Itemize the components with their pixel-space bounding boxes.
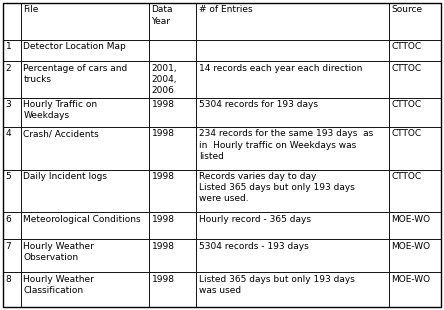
Text: 234 records for the same 193 days  as
in  Hourly traffic on Weekdays was
listed: 234 records for the same 193 days as in … bbox=[199, 129, 373, 161]
Text: 3: 3 bbox=[5, 100, 11, 109]
Bar bbox=[3, 170, 21, 212]
Bar bbox=[196, 170, 388, 212]
Bar bbox=[196, 212, 388, 239]
Bar bbox=[196, 127, 388, 170]
Bar bbox=[388, 98, 441, 127]
Bar bbox=[3, 127, 21, 170]
Text: Records varies day to day
Listed 365 days but only 193 days
were used.: Records varies day to day Listed 365 day… bbox=[199, 172, 355, 203]
Text: 2001,
2004,
2006: 2001, 2004, 2006 bbox=[151, 64, 177, 95]
Text: Hourly Weather
Observation: Hourly Weather Observation bbox=[23, 242, 94, 262]
Text: 8: 8 bbox=[5, 275, 11, 284]
Text: Hourly Weather
Classification: Hourly Weather Classification bbox=[23, 275, 94, 295]
Bar bbox=[149, 3, 196, 40]
Text: 5: 5 bbox=[5, 172, 11, 181]
Bar bbox=[149, 98, 196, 127]
Text: Detector Location Map: Detector Location Map bbox=[23, 42, 126, 51]
Bar bbox=[21, 3, 149, 40]
Text: File: File bbox=[23, 6, 39, 15]
Text: Daily Incident logs: Daily Incident logs bbox=[23, 172, 107, 181]
Bar bbox=[3, 272, 21, 307]
Bar bbox=[196, 40, 388, 61]
Bar bbox=[21, 212, 149, 239]
Text: Hourly Traffic on
Weekdays: Hourly Traffic on Weekdays bbox=[23, 100, 97, 121]
Text: 7: 7 bbox=[5, 242, 11, 251]
Text: Listed 365 days but only 193 days
was used: Listed 365 days but only 193 days was us… bbox=[199, 275, 355, 295]
Text: Source: Source bbox=[391, 6, 422, 15]
Text: Data
Year: Data Year bbox=[151, 6, 173, 26]
Text: # of Entries: # of Entries bbox=[199, 6, 253, 15]
Bar bbox=[149, 170, 196, 212]
Bar bbox=[3, 61, 21, 98]
Bar bbox=[196, 239, 388, 272]
Text: Percentage of cars and
trucks: Percentage of cars and trucks bbox=[23, 64, 127, 84]
Bar bbox=[196, 272, 388, 307]
Bar bbox=[21, 239, 149, 272]
Bar bbox=[3, 3, 21, 40]
Bar bbox=[388, 212, 441, 239]
Bar bbox=[149, 40, 196, 61]
Bar bbox=[196, 61, 388, 98]
Text: CTTOC: CTTOC bbox=[391, 129, 421, 139]
Bar bbox=[388, 239, 441, 272]
Bar bbox=[3, 98, 21, 127]
Text: 1998: 1998 bbox=[151, 172, 174, 181]
Text: 5304 records - 193 days: 5304 records - 193 days bbox=[199, 242, 309, 251]
Bar bbox=[21, 170, 149, 212]
Bar bbox=[388, 127, 441, 170]
Bar bbox=[388, 3, 441, 40]
Bar bbox=[388, 40, 441, 61]
Text: Meteorological Conditions: Meteorological Conditions bbox=[23, 215, 141, 224]
Bar bbox=[21, 61, 149, 98]
Bar bbox=[388, 61, 441, 98]
Bar bbox=[388, 170, 441, 212]
Text: 1998: 1998 bbox=[151, 242, 174, 251]
Bar bbox=[149, 272, 196, 307]
Text: 14 records each year each direction: 14 records each year each direction bbox=[199, 64, 362, 73]
Text: CTTOC: CTTOC bbox=[391, 172, 421, 181]
Text: 1: 1 bbox=[5, 42, 11, 51]
Text: 2: 2 bbox=[5, 64, 11, 73]
Text: Crash/ Accidents: Crash/ Accidents bbox=[23, 129, 99, 139]
Text: 1998: 1998 bbox=[151, 100, 174, 109]
Bar bbox=[3, 40, 21, 61]
Bar bbox=[3, 239, 21, 272]
Text: 4: 4 bbox=[5, 129, 11, 139]
Text: 6: 6 bbox=[5, 215, 11, 224]
Bar bbox=[21, 272, 149, 307]
Bar bbox=[21, 98, 149, 127]
Text: 1998: 1998 bbox=[151, 275, 174, 284]
Bar bbox=[196, 98, 388, 127]
Bar bbox=[149, 127, 196, 170]
Bar bbox=[149, 239, 196, 272]
Bar bbox=[21, 127, 149, 170]
Bar bbox=[388, 272, 441, 307]
Bar bbox=[21, 40, 149, 61]
Text: 5304 records for 193 days: 5304 records for 193 days bbox=[199, 100, 318, 109]
Bar bbox=[149, 61, 196, 98]
Bar bbox=[149, 212, 196, 239]
Text: MOE-WO: MOE-WO bbox=[391, 215, 430, 224]
Bar bbox=[196, 3, 388, 40]
Text: MOE-WO: MOE-WO bbox=[391, 275, 430, 284]
Text: CTTOC: CTTOC bbox=[391, 64, 421, 73]
Text: 1998: 1998 bbox=[151, 129, 174, 139]
Text: Hourly record - 365 days: Hourly record - 365 days bbox=[199, 215, 311, 224]
Text: CTTOC: CTTOC bbox=[391, 100, 421, 109]
Text: CTTOC: CTTOC bbox=[391, 42, 421, 51]
Text: 1998: 1998 bbox=[151, 215, 174, 224]
Bar bbox=[3, 212, 21, 239]
Text: MOE-WO: MOE-WO bbox=[391, 242, 430, 251]
